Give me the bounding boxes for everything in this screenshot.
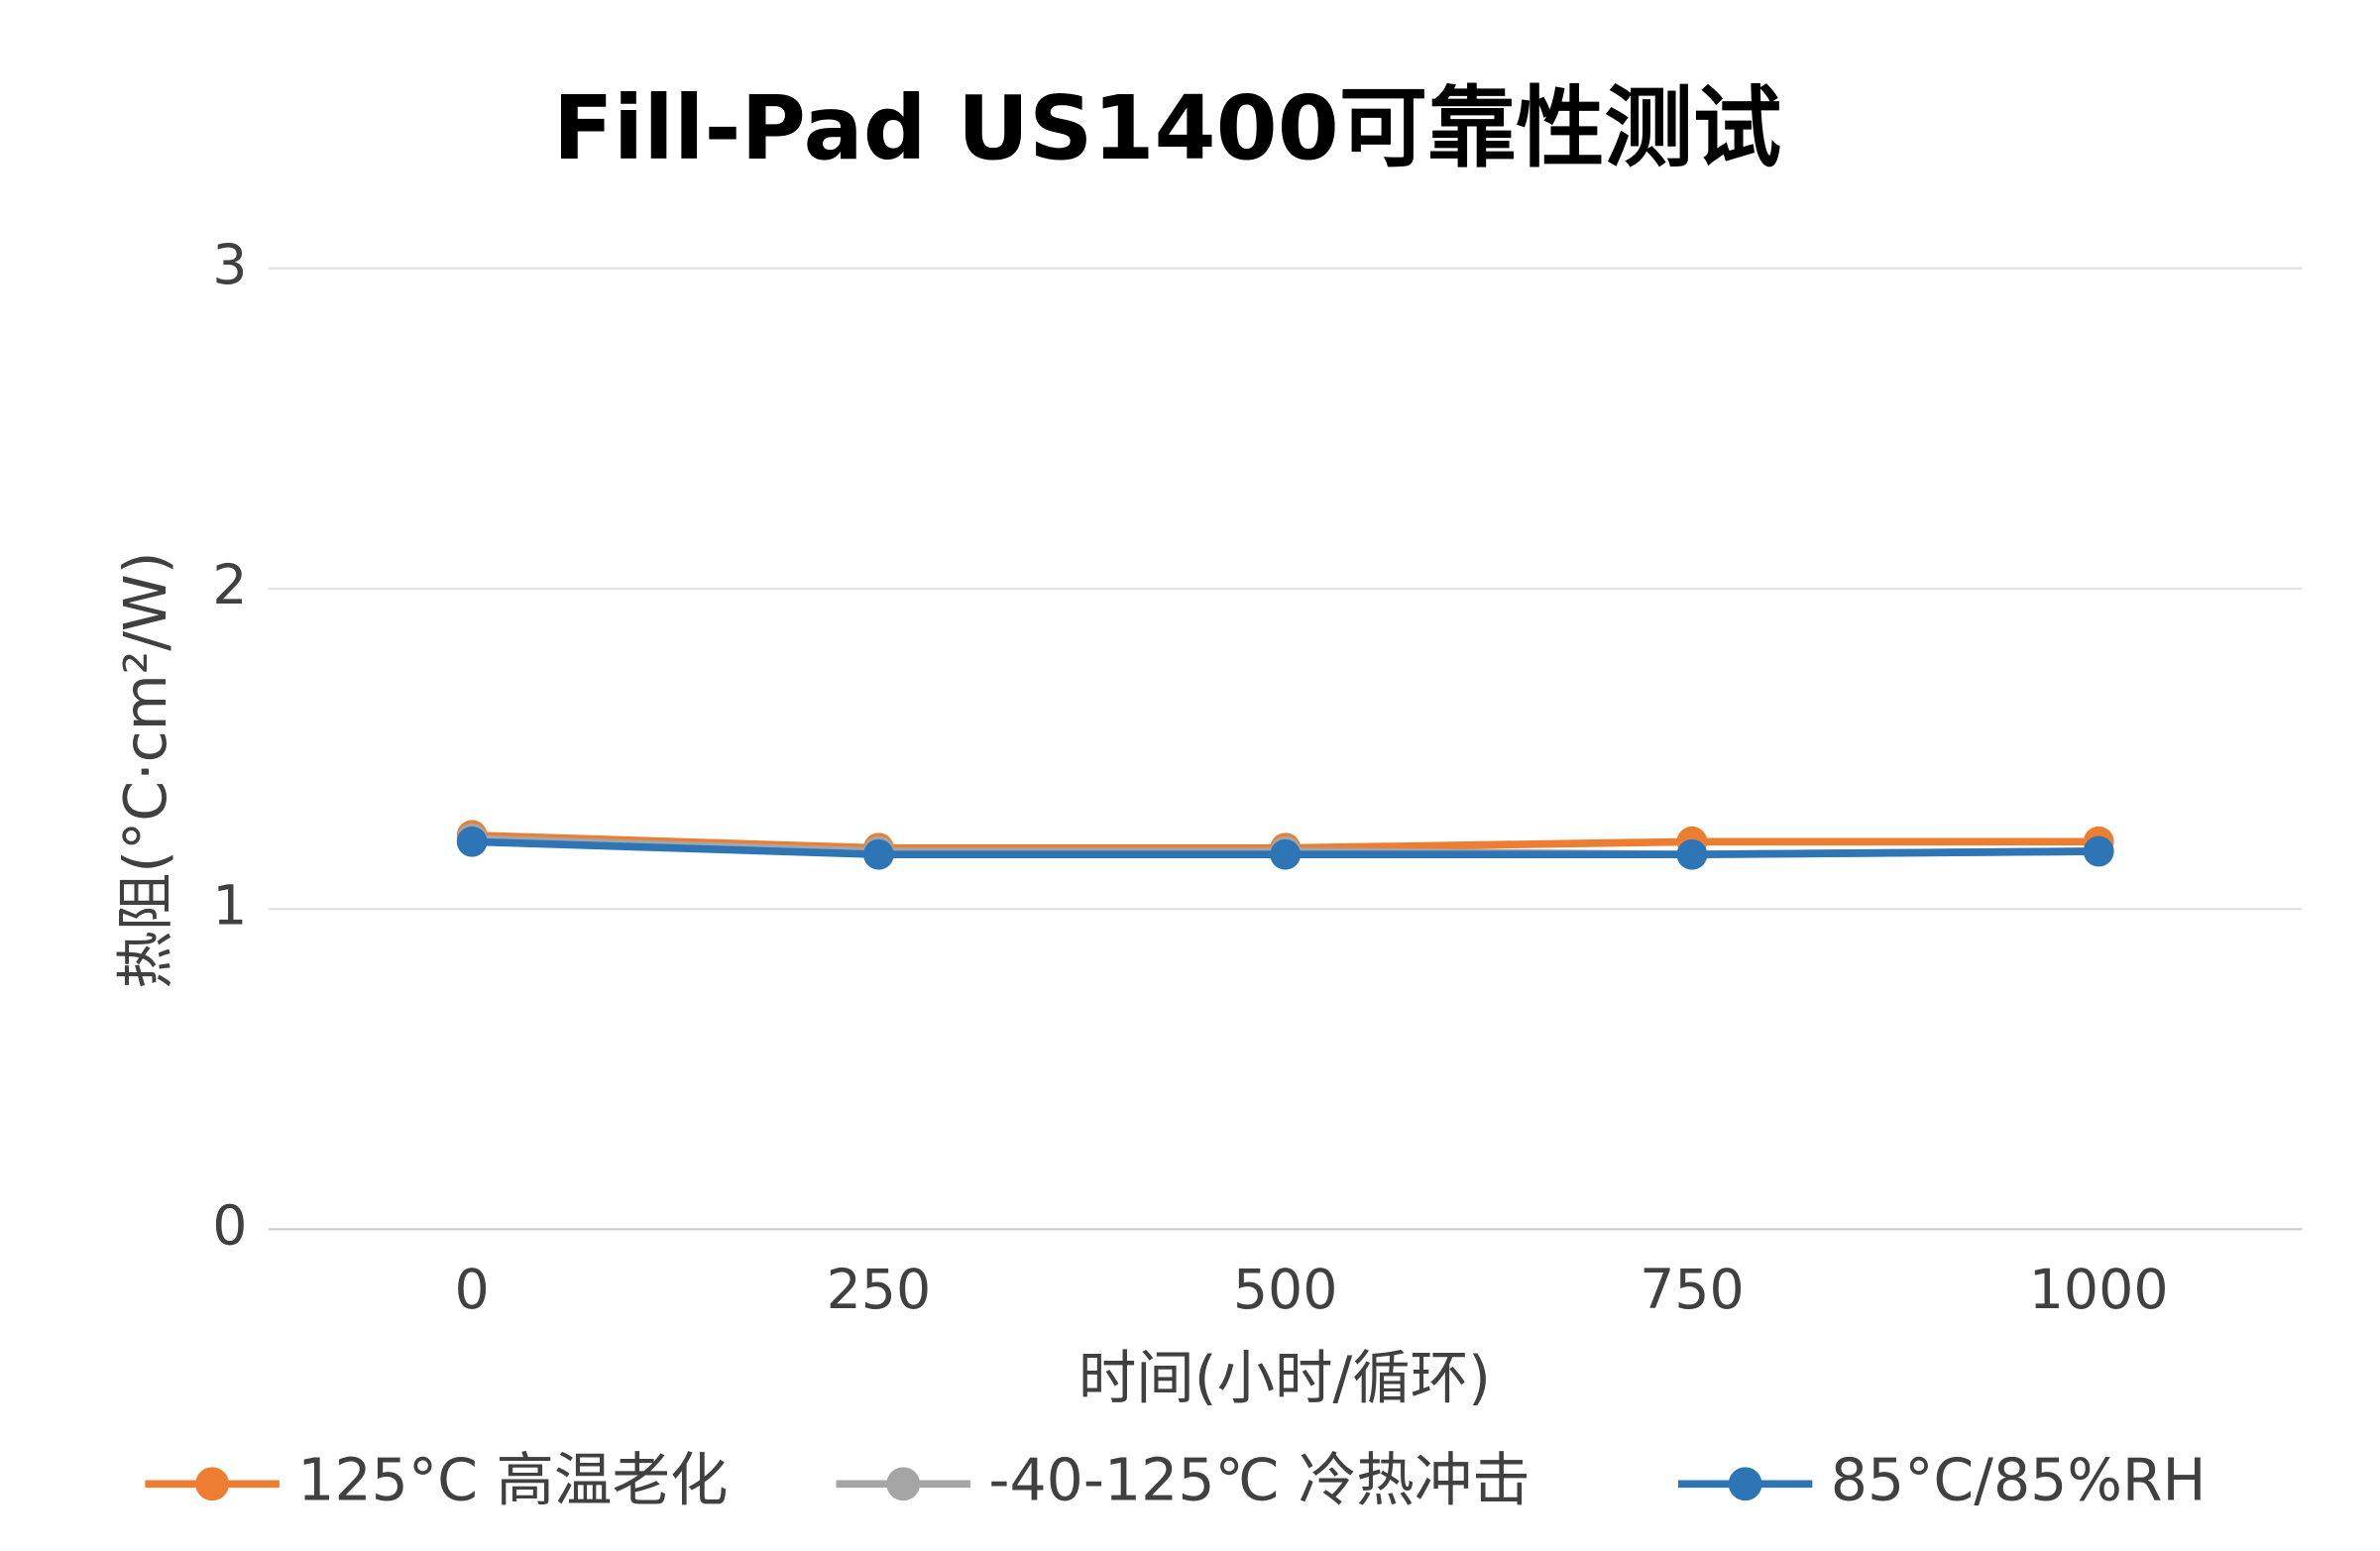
legend-marker xyxy=(1728,1467,1762,1501)
x-axis-label: 时间(小时/循环) xyxy=(1078,1344,1491,1411)
chart-title: Fill-Pad US1400可靠性测试 xyxy=(553,77,1781,180)
legend-label: 125°C 高温老化 xyxy=(297,1446,728,1513)
y-axis-label: 热阻(°C·cm²/W) xyxy=(112,551,179,988)
legend-marker xyxy=(195,1467,230,1501)
legend-label: -40-125℃ 冷热冲击 xyxy=(988,1446,1530,1513)
point xyxy=(1270,838,1302,870)
point xyxy=(456,826,488,857)
x-tick-label: 0 xyxy=(455,1259,490,1322)
point xyxy=(1676,838,1708,870)
y-tick-label: 1 xyxy=(212,874,247,938)
legend-marker xyxy=(886,1467,921,1501)
legend-label: 85°C/85%RH xyxy=(1831,1446,2207,1513)
x-tick-label: 500 xyxy=(1233,1259,1338,1322)
point xyxy=(2083,835,2114,867)
x-tick-label: 750 xyxy=(1640,1259,1745,1322)
y-tick-label: 0 xyxy=(212,1194,247,1258)
y-tick-label: 2 xyxy=(212,554,247,617)
x-tick-label: 250 xyxy=(827,1259,932,1322)
y-tick-label: 3 xyxy=(212,234,247,297)
x-tick-label: 1000 xyxy=(2029,1259,2169,1322)
point xyxy=(863,838,894,870)
